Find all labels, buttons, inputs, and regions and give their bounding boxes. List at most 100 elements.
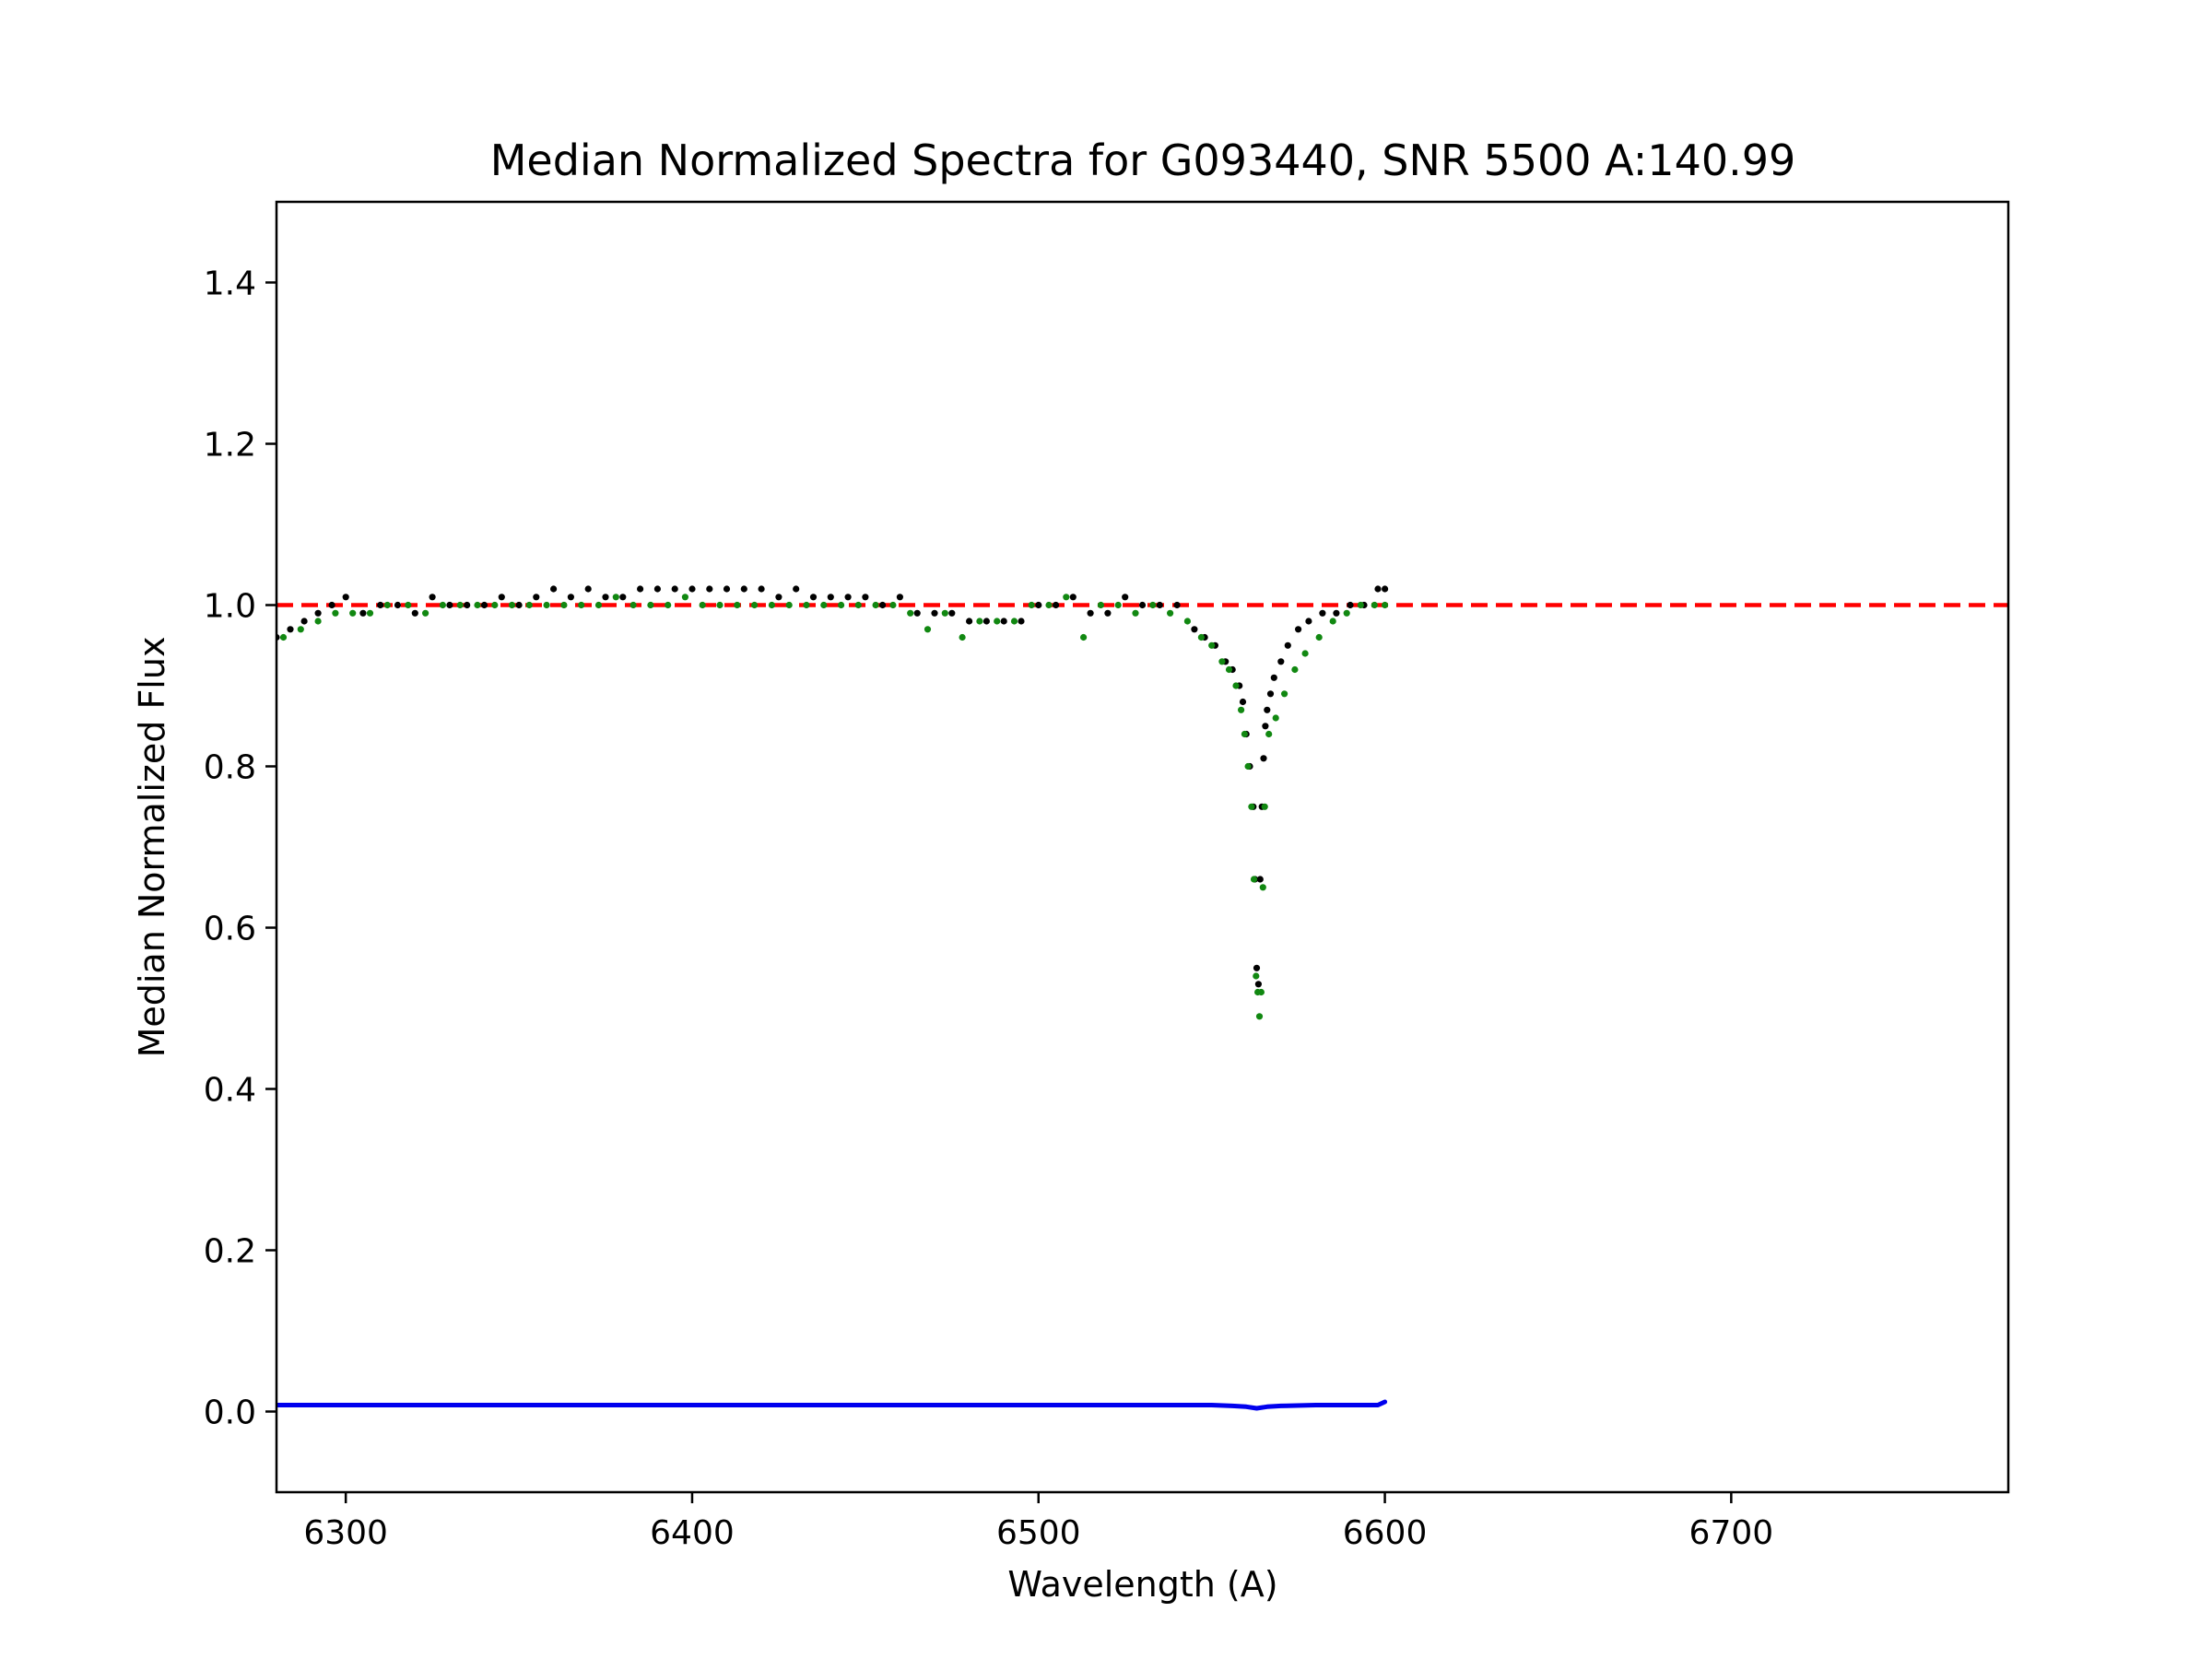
series-2-point	[405, 601, 412, 609]
series-1-point	[1173, 601, 1181, 609]
series-1-point	[602, 594, 609, 601]
series-2-point	[1232, 682, 1240, 689]
series-2-point	[734, 601, 741, 609]
series-2-point	[1218, 658, 1226, 665]
series-1-point	[314, 609, 322, 617]
series-2-point	[647, 601, 654, 609]
series-1-point	[287, 626, 294, 633]
series-1-point	[758, 585, 765, 593]
series-2-point	[578, 601, 585, 609]
series-2-point	[1241, 730, 1248, 738]
series-1-point	[1104, 609, 1112, 617]
y-tick-label: 1.0	[204, 588, 256, 626]
series-2-point	[1382, 601, 1389, 609]
series-2-point	[1357, 601, 1364, 609]
series-1-point	[1239, 698, 1247, 706]
series-1-point	[913, 609, 921, 617]
series-2-point	[1343, 609, 1350, 617]
series-2-point	[1197, 633, 1205, 641]
series-2-point	[681, 594, 689, 601]
y-axis-label: Median Normalized Flux	[132, 637, 172, 1058]
series-2-point	[665, 601, 672, 609]
series-2-point	[1261, 803, 1268, 810]
series-1-point	[793, 585, 800, 593]
series-2-point	[1028, 601, 1035, 609]
series-1-point	[671, 585, 678, 593]
series-1-point	[1256, 876, 1264, 883]
series-1-point	[515, 601, 523, 609]
series-2-point	[1045, 601, 1053, 609]
y-axis: 0.0 0.2 0.4 0.6 0.8 1.0 1.2 1.4	[204, 265, 276, 1432]
series-1-point	[879, 601, 887, 609]
series-2-point	[768, 601, 776, 609]
x-axis: 6300 6400 6500 6600 6700	[303, 1492, 1773, 1552]
series-2-point	[594, 601, 603, 609]
series-2-point	[366, 609, 374, 617]
series-2-point	[1225, 665, 1233, 674]
y-tick-label: 1.2	[204, 427, 256, 465]
series-2-point	[854, 601, 862, 609]
series-1-point	[775, 594, 782, 601]
series-1-point	[809, 594, 818, 601]
y-tick-label: 0.8	[204, 749, 256, 787]
series-1-point	[1191, 626, 1198, 633]
y-tick-label: 0.0	[204, 1394, 256, 1432]
series-2-point	[422, 609, 429, 617]
series-1-point	[1000, 618, 1007, 625]
series-1-point	[1277, 658, 1285, 665]
series-2-point	[1250, 876, 1258, 883]
series-1-point	[982, 618, 990, 625]
series-1-point	[1305, 618, 1312, 625]
y-tick-label: 0.4	[204, 1072, 256, 1110]
series-2-point	[383, 601, 391, 609]
series-1-point	[1264, 706, 1271, 713]
series-1-point	[637, 585, 644, 593]
series-1-point	[619, 594, 627, 601]
series-1-point	[688, 585, 696, 593]
series-1-point	[498, 594, 505, 601]
series-1-point	[342, 594, 349, 601]
series-2-point	[924, 626, 932, 633]
y-tick-label: 0.6	[204, 911, 256, 948]
series-1-point	[1254, 981, 1262, 988]
series-1-point	[429, 594, 436, 601]
chart-title: Median Normalized Spectra for G093440, S…	[490, 135, 1796, 185]
series-1-point	[1295, 626, 1302, 633]
series-2-point	[1301, 650, 1309, 657]
plot-area	[276, 585, 2008, 1411]
series-2-point	[456, 601, 464, 609]
series-1-point	[896, 594, 904, 601]
series-2-point	[1167, 609, 1174, 617]
series-2-point	[332, 609, 339, 617]
y-tick-label: 1.4	[204, 265, 256, 303]
series-1-point	[411, 609, 418, 617]
series-1-point	[706, 585, 713, 593]
series-1-point	[1347, 601, 1354, 609]
series-2-point	[716, 601, 724, 609]
series-2-point	[941, 609, 948, 617]
series-1-point	[740, 585, 747, 593]
series-1-point	[723, 585, 731, 593]
series-2-point	[629, 601, 637, 609]
series-1-point	[1035, 601, 1042, 609]
series-2-point	[1253, 972, 1260, 980]
series-2-point	[314, 618, 322, 625]
series-1-point	[1069, 594, 1077, 601]
series-2-point	[1244, 762, 1252, 771]
series-2-point	[1248, 803, 1255, 810]
x-tick-label: 6600	[1343, 1514, 1428, 1552]
series-1-point	[446, 601, 453, 609]
series-2-point	[803, 601, 810, 609]
series-1-point	[966, 618, 973, 625]
plot-frame	[275, 200, 2010, 1494]
series-2-point	[1315, 633, 1323, 641]
series-3-line	[276, 1399, 1388, 1411]
series-1-point	[464, 601, 471, 609]
series-1-point	[1138, 601, 1147, 609]
series-1-point	[1018, 618, 1025, 625]
series-2-point	[1272, 714, 1279, 722]
series-2-point	[1183, 618, 1191, 625]
series-1-point	[1284, 641, 1291, 649]
